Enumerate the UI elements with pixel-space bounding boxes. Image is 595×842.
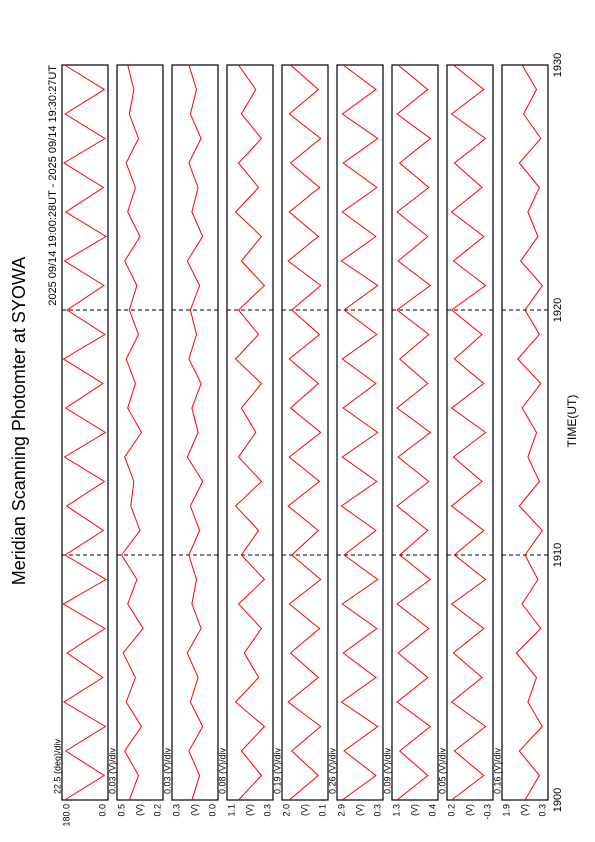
panel-frame — [116, 64, 164, 801]
y-axis-label: (V) — [244, 804, 254, 816]
y-tick-label: 0.3 — [537, 804, 547, 817]
panel-frame — [501, 64, 549, 801]
signal-line — [515, 64, 543, 801]
x-tick-label: 1910 — [552, 543, 564, 567]
panel-scale: 0.08 (V)/div — [217, 747, 227, 794]
panel-frame — [226, 64, 274, 801]
y-tick-label: 0.0 — [97, 804, 107, 817]
panel-scale: 0.09 (V)/div — [382, 747, 392, 794]
y-tick-label: 0.2 — [152, 804, 162, 817]
y-axis-label: (V) — [409, 804, 419, 816]
panel-scale: 0.03 (V)/div — [162, 747, 172, 794]
y-tick-label: 1.3 — [391, 804, 401, 817]
x-tick-label: 1930 — [552, 53, 564, 77]
y-tick-label: -0.3 — [482, 804, 492, 820]
panel-frame — [171, 64, 219, 801]
time-range: 2025 09/14 19:00:28UT - 2025 09/14 19:30… — [47, 65, 59, 306]
panel-scale: 0.05 (V)/div — [437, 747, 447, 794]
signal-line — [120, 64, 144, 801]
y-tick-label: 0.1 — [317, 804, 327, 817]
y-axis-label: (V) — [134, 804, 144, 816]
y-tick-label: 0.5 — [116, 804, 126, 817]
y-tick-label: 180.0 — [61, 804, 71, 827]
signal-line — [450, 64, 487, 801]
y-axis-label: (V) — [299, 804, 309, 816]
y-axis-label: (V) — [519, 804, 529, 816]
panel-scale: 0.03 (V)/div — [107, 747, 117, 794]
y-axis-label: (V) — [189, 804, 199, 816]
chart-title: Meridian Scanning Photomter at SYOWA — [9, 257, 29, 585]
x-axis-label: TIME(UT) — [565, 395, 579, 448]
panel-scale: 0.16 (V)/div — [492, 747, 502, 794]
x-tick-label: 1900 — [552, 788, 564, 812]
y-axis-label: (V) — [354, 804, 364, 816]
y-tick-label: 1.9 — [501, 804, 511, 817]
signal-line — [340, 64, 379, 801]
y-tick-label: 2.9 — [336, 804, 346, 817]
y-axis-label: (V) — [464, 804, 474, 816]
panel-scale: 0.19 (V)/div — [272, 747, 282, 794]
y-tick-label: 0.3 — [171, 804, 181, 817]
y-tick-label: 0.2 — [446, 804, 456, 817]
y-tick-label: 2.0 — [281, 804, 291, 817]
panel-scale: 22.5 (deg)/div — [52, 738, 62, 794]
panel-frame — [61, 64, 109, 801]
y-tick-label: 0.3 — [372, 804, 382, 817]
signal-line — [186, 64, 204, 801]
signal-line — [234, 64, 266, 801]
y-tick-label: 0.0 — [207, 804, 217, 817]
signal-line — [396, 64, 432, 801]
panel-scale: 0.26 (V)/div — [327, 747, 337, 794]
y-tick-label: 1.1 — [226, 804, 236, 817]
signal-line — [287, 64, 322, 801]
x-tick-label: 1920 — [552, 298, 564, 322]
signal-line — [62, 64, 107, 801]
y-tick-label: 0.3 — [262, 804, 272, 817]
y-tick-label: 0.4 — [427, 804, 437, 817]
rotated-plot: Meridian Scanning Photomter at SYOWA 202… — [9, 53, 579, 827]
